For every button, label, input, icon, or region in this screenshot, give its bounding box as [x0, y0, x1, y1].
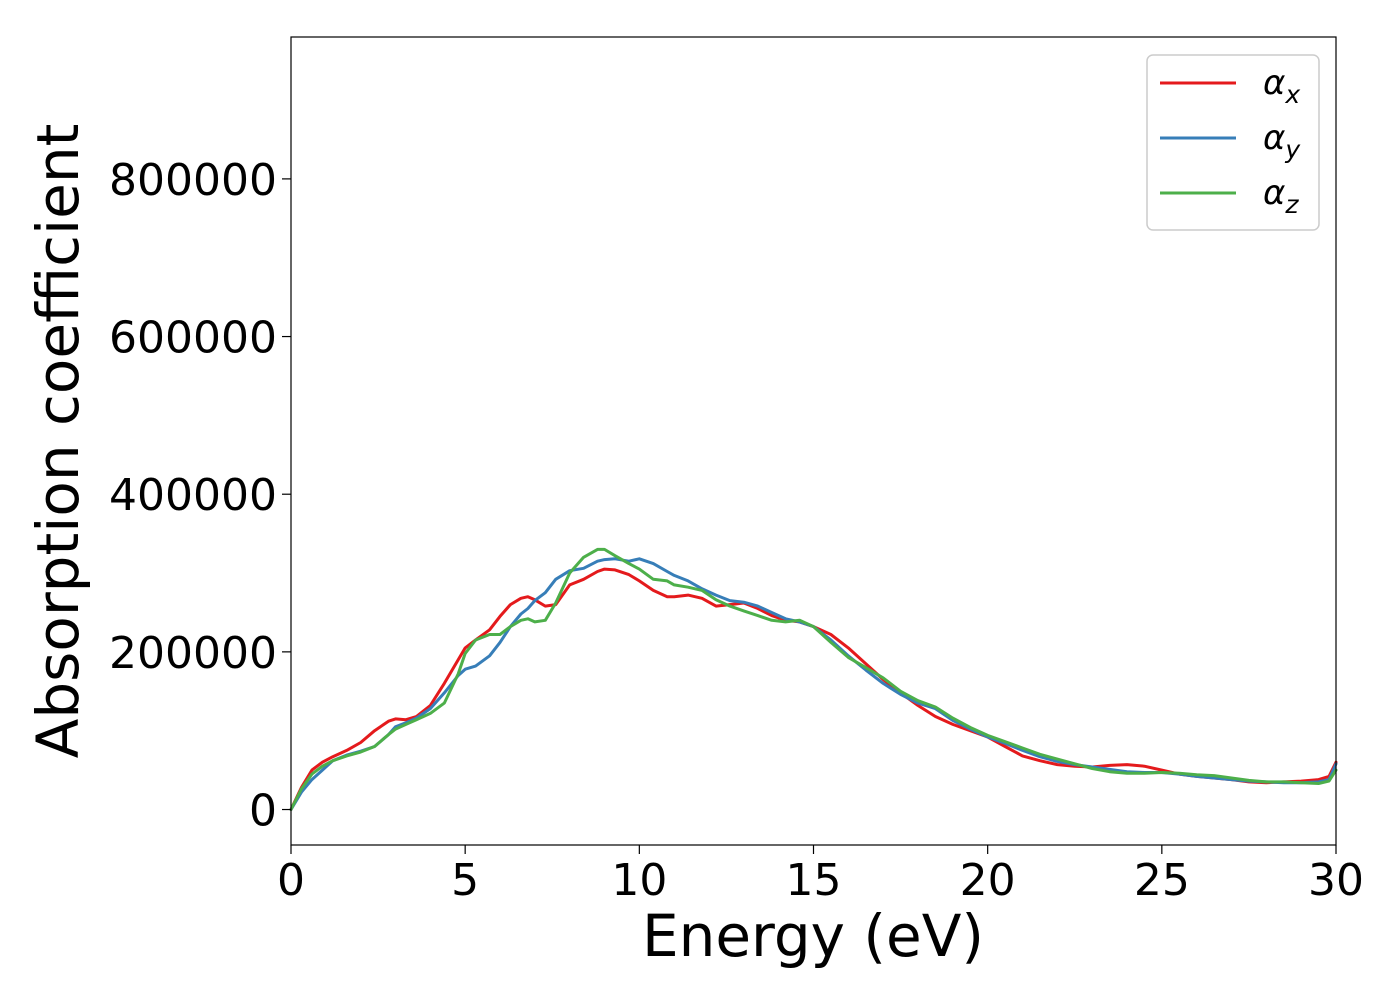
x-tick-label: 5	[451, 855, 479, 906]
x-tick-label: 15	[786, 855, 842, 906]
legend-label-z: αz	[1263, 173, 1299, 219]
y-tick-label: 0	[249, 786, 277, 837]
y-tick-label: 800000	[109, 155, 277, 206]
legend-label-y: αy	[1263, 118, 1301, 164]
x-tick-label: 25	[1134, 855, 1190, 906]
series-line-z	[289, 547, 1338, 811]
legend: αx αy αz	[1146, 54, 1320, 231]
y-tick-label: 200000	[109, 628, 277, 679]
y-axis-ticks: 0 200000 400000 600000 800000	[109, 155, 291, 837]
x-axis-label: Energy (eV)	[642, 902, 984, 970]
legend-box	[1146, 54, 1320, 231]
y-tick-label: 600000	[109, 313, 277, 364]
x-tick-label: 10	[611, 855, 667, 906]
x-axis-ticks: 0 5 10 15 20 25 30	[277, 845, 1364, 906]
legend-label-x: αx	[1263, 63, 1300, 109]
x-tick-label: 0	[277, 855, 305, 906]
x-tick-label: 30	[1308, 855, 1364, 906]
series-line-x	[289, 567, 1338, 811]
y-axis-label: Absorption coefficient	[24, 124, 92, 759]
plot-lines	[289, 547, 1338, 811]
x-tick-label: 20	[960, 855, 1016, 906]
y-tick-label: 400000	[109, 470, 277, 521]
